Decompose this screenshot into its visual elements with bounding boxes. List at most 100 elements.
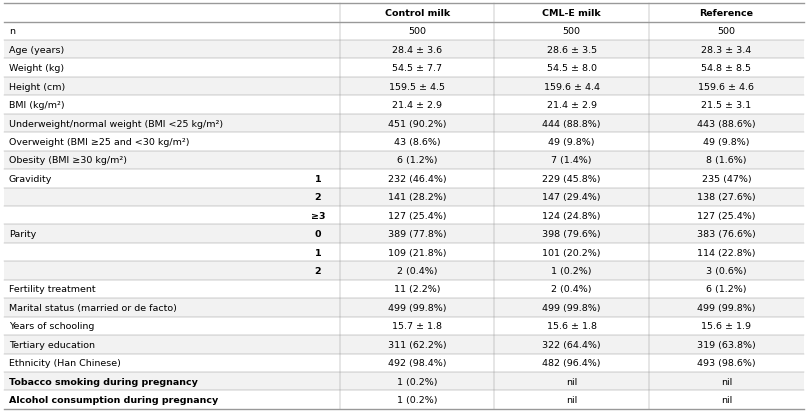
Text: 235 (47%): 235 (47%): [701, 174, 751, 183]
Text: 492 (98.4%): 492 (98.4%): [388, 358, 447, 368]
Text: 0: 0: [315, 230, 322, 239]
Bar: [4, 41, 804, 59]
Text: 1: 1: [314, 174, 322, 183]
Text: 127 (25.4%): 127 (25.4%): [388, 211, 447, 220]
Text: 159.6 ± 4.4: 159.6 ± 4.4: [544, 83, 600, 91]
Text: 444 (88.8%): 444 (88.8%): [542, 119, 601, 128]
Text: Ethnicity (Han Chinese): Ethnicity (Han Chinese): [9, 358, 120, 368]
Text: 101 (20.2%): 101 (20.2%): [542, 248, 601, 257]
Bar: [4, 225, 804, 243]
Bar: [4, 151, 804, 170]
Text: 389 (77.8%): 389 (77.8%): [388, 230, 447, 239]
Text: Alcohol consumption during pregnancy: Alcohol consumption during pregnancy: [9, 395, 218, 404]
Text: 109 (21.8%): 109 (21.8%): [388, 248, 447, 257]
Bar: [4, 390, 804, 409]
Text: Overweight (BMI ≥25 and <30 kg/m²): Overweight (BMI ≥25 and <30 kg/m²): [9, 138, 189, 147]
Text: nil: nil: [566, 395, 577, 404]
Text: nil: nil: [566, 377, 577, 386]
Text: 15.6 ± 1.8: 15.6 ± 1.8: [546, 322, 596, 330]
Text: Years of schooling: Years of schooling: [9, 322, 95, 330]
Text: 229 (45.8%): 229 (45.8%): [542, 174, 601, 183]
Text: 1: 1: [314, 248, 322, 257]
Bar: [4, 262, 804, 280]
Text: 138 (27.6%): 138 (27.6%): [697, 193, 755, 202]
Text: Tobacco smoking during pregnancy: Tobacco smoking during pregnancy: [9, 377, 198, 386]
Text: Tertiary education: Tertiary education: [9, 340, 95, 349]
Text: 28.3 ± 3.4: 28.3 ± 3.4: [701, 45, 751, 55]
Text: Obesity (BMI ≥30 kg/m²): Obesity (BMI ≥30 kg/m²): [9, 156, 127, 165]
Text: 15.6 ± 1.9: 15.6 ± 1.9: [701, 322, 751, 330]
Bar: [4, 4, 804, 23]
Text: 159.5 ± 4.5: 159.5 ± 4.5: [389, 83, 445, 91]
Text: 443 (88.6%): 443 (88.6%): [697, 119, 755, 128]
Text: 141 (28.2%): 141 (28.2%): [388, 193, 447, 202]
Bar: [4, 188, 804, 206]
Text: 124 (24.8%): 124 (24.8%): [542, 211, 601, 220]
Text: Height (cm): Height (cm): [9, 83, 65, 91]
Text: 21.4 ± 2.9: 21.4 ± 2.9: [392, 101, 442, 110]
Text: 322 (64.4%): 322 (64.4%): [542, 340, 601, 349]
Text: 1 (0.2%): 1 (0.2%): [397, 395, 437, 404]
Text: 15.7 ± 1.8: 15.7 ± 1.8: [392, 322, 442, 330]
Bar: [4, 243, 804, 262]
Text: 2 (0.4%): 2 (0.4%): [397, 266, 437, 275]
Text: 232 (46.4%): 232 (46.4%): [388, 174, 447, 183]
Text: 383 (76.6%): 383 (76.6%): [697, 230, 755, 239]
Bar: [4, 59, 804, 78]
Text: 499 (99.8%): 499 (99.8%): [697, 303, 755, 312]
Text: Age (years): Age (years): [9, 45, 64, 55]
Text: 54.5 ± 7.7: 54.5 ± 7.7: [392, 64, 442, 73]
Text: 49 (9.8%): 49 (9.8%): [703, 138, 750, 147]
Text: Fertility treatment: Fertility treatment: [9, 285, 95, 294]
Text: Gravidity: Gravidity: [9, 174, 53, 183]
Bar: [4, 280, 804, 299]
Bar: [4, 317, 804, 335]
Text: CML-E milk: CML-E milk: [542, 9, 601, 18]
Text: 319 (63.8%): 319 (63.8%): [697, 340, 755, 349]
Text: 3 (0.6%): 3 (0.6%): [706, 266, 747, 275]
Text: 2: 2: [314, 266, 322, 275]
Bar: [4, 78, 804, 96]
Text: 482 (96.4%): 482 (96.4%): [542, 358, 601, 368]
Text: 499 (99.8%): 499 (99.8%): [542, 303, 601, 312]
Text: Marital status (married or de facto): Marital status (married or de facto): [9, 303, 177, 312]
Text: 500: 500: [408, 27, 426, 36]
Bar: [4, 335, 804, 354]
Bar: [4, 96, 804, 114]
Text: 2 (0.4%): 2 (0.4%): [551, 285, 591, 294]
Text: 11 (2.2%): 11 (2.2%): [394, 285, 440, 294]
Bar: [4, 114, 804, 133]
Text: 311 (62.2%): 311 (62.2%): [388, 340, 447, 349]
Bar: [4, 372, 804, 390]
Text: 500: 500: [718, 27, 735, 36]
Text: 54.8 ± 8.5: 54.8 ± 8.5: [701, 64, 751, 73]
Text: Underweight/normal weight (BMI <25 kg/m²): Underweight/normal weight (BMI <25 kg/m²…: [9, 119, 223, 128]
Bar: [4, 23, 804, 41]
Bar: [4, 299, 804, 317]
Bar: [4, 354, 804, 372]
Text: 49 (9.8%): 49 (9.8%): [549, 138, 595, 147]
Text: nil: nil: [721, 377, 732, 386]
Text: Parity: Parity: [9, 230, 36, 239]
Text: 2: 2: [314, 193, 322, 202]
Text: 54.5 ± 8.0: 54.5 ± 8.0: [546, 64, 596, 73]
Bar: [4, 133, 804, 151]
Text: 28.6 ± 3.5: 28.6 ± 3.5: [546, 45, 596, 55]
Text: 1 (0.2%): 1 (0.2%): [551, 266, 591, 275]
Text: 147 (29.4%): 147 (29.4%): [542, 193, 601, 202]
Text: 1 (0.2%): 1 (0.2%): [397, 377, 437, 386]
Text: 43 (8.6%): 43 (8.6%): [393, 138, 440, 147]
Text: 21.4 ± 2.9: 21.4 ± 2.9: [546, 101, 596, 110]
Bar: [4, 170, 804, 188]
Text: 398 (79.6%): 398 (79.6%): [542, 230, 601, 239]
Text: 6 (1.2%): 6 (1.2%): [397, 156, 437, 165]
Text: 451 (90.2%): 451 (90.2%): [388, 119, 447, 128]
Text: 499 (99.8%): 499 (99.8%): [388, 303, 447, 312]
Text: Weight (kg): Weight (kg): [9, 64, 64, 73]
Text: n: n: [9, 27, 15, 36]
Text: 127 (25.4%): 127 (25.4%): [697, 211, 755, 220]
Text: 6 (1.2%): 6 (1.2%): [706, 285, 747, 294]
Text: 500: 500: [562, 27, 581, 36]
Text: BMI (kg/m²): BMI (kg/m²): [9, 101, 65, 110]
Text: 114 (22.8%): 114 (22.8%): [697, 248, 755, 257]
